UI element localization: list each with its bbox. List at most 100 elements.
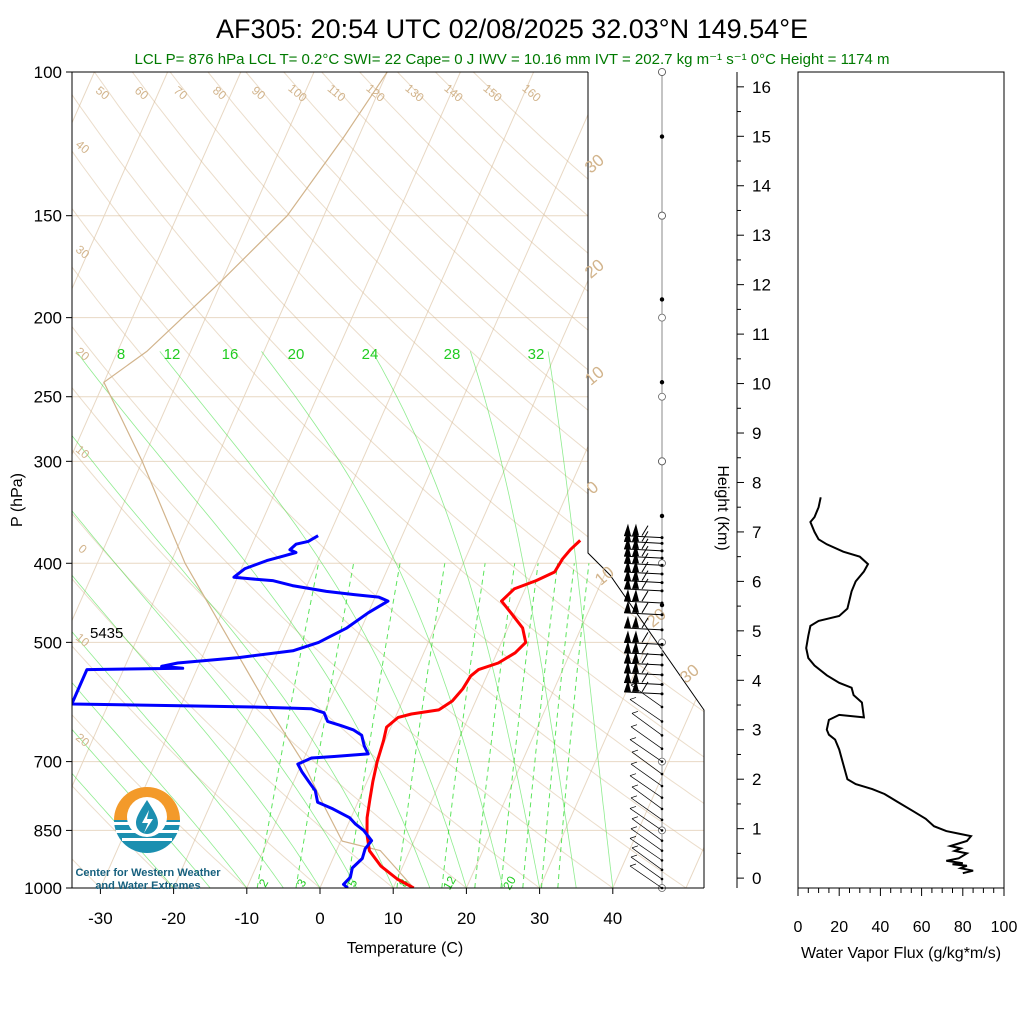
height-tick-label: 0	[752, 869, 761, 888]
barb-end-dot	[660, 549, 664, 553]
wind-barb-feather	[629, 737, 637, 740]
flux-line	[805, 497, 974, 875]
barb-end-dot	[660, 642, 664, 646]
flux-x-tick-label: 80	[954, 919, 972, 936]
barb-end-dot	[660, 734, 664, 737]
height-tick-label: 16	[752, 78, 771, 97]
wind-barb-flag	[632, 551, 639, 564]
wind-barb-feather	[629, 697, 637, 700]
wind-barb-feather	[641, 642, 649, 654]
x-tick-label: 40	[603, 909, 622, 928]
barb-end-dot	[660, 705, 664, 709]
height-tick-label: 11	[752, 325, 770, 344]
wind-barb-feather	[641, 578, 649, 590]
barb-end-dot	[660, 563, 664, 567]
wind-barb-staff	[623, 612, 663, 616]
moist-adiabat	[72, 574, 321, 888]
y-tick-label: 250	[34, 388, 62, 407]
wind-barb-staff	[630, 828, 663, 851]
wind-barb-staff	[629, 739, 663, 762]
barb-end-dot	[660, 663, 664, 667]
x-tick-label: -10	[235, 909, 260, 928]
height-tick-label: 4	[752, 671, 761, 690]
wind-barb-staff	[623, 672, 663, 676]
barb-level-circle	[658, 457, 666, 466]
mixing-ratio-label: 8	[117, 346, 125, 363]
plot-mask	[587, 68, 708, 888]
adiabat-label: 160	[519, 81, 544, 105]
wind-barb-flag	[632, 523, 639, 536]
wind-barb-staff	[629, 865, 663, 889]
wind-barb-feather	[630, 761, 638, 765]
mixing-ratio-label: 2	[256, 876, 272, 889]
dry-adiabat	[472, 72, 704, 277]
y-tick-label: 850	[34, 821, 62, 840]
temperature-profile	[365, 539, 582, 888]
wind-barb-staff	[631, 818, 663, 841]
profiles	[72, 534, 582, 888]
wind-barb-flag	[624, 660, 631, 673]
wind-barb-flag	[632, 589, 639, 602]
y-tick-label: 200	[34, 309, 62, 328]
mixing-ratio-label: 12	[164, 346, 181, 363]
adiabat-edge-label: 0	[76, 541, 90, 556]
barb-level-circle	[658, 313, 666, 322]
wind-barb-staff	[629, 838, 663, 861]
wind-barb-flag	[624, 568, 631, 581]
wind-barb-flag	[632, 660, 639, 673]
mixing-ratio-label: 28	[444, 346, 461, 363]
barb-end-dot	[660, 556, 664, 560]
barb-end-dot	[660, 772, 664, 776]
isotherm-line	[72, 72, 169, 290]
wind-barb-staff	[623, 627, 663, 631]
dry-adiabat	[93, 72, 704, 669]
moist-adiabat	[72, 434, 394, 888]
barb-end-dot	[660, 868, 664, 872]
barb-level-circle	[658, 392, 666, 401]
barb-end-dot	[660, 613, 664, 617]
barb-station-dot	[659, 134, 665, 139]
wind-barb-staff	[629, 808, 663, 831]
isotherm-line	[612, 680, 704, 888]
isotherm-line	[72, 72, 315, 622]
wind-barb-flag	[624, 523, 631, 536]
wind-barb-staff	[630, 726, 663, 749]
logo-text-line1: Center for Western Weather	[75, 867, 221, 879]
y-tick-label: 700	[34, 753, 62, 772]
moist-adiabat	[72, 728, 211, 888]
barb-end-dot	[660, 692, 664, 696]
parcel-path	[103, 72, 415, 888]
mixing-ratio-line	[522, 563, 559, 888]
mixing-ratio-line	[474, 563, 516, 888]
wind-barb-flag	[624, 670, 631, 683]
wind-barb-flag	[624, 679, 631, 692]
height-tick-label: 6	[752, 572, 761, 591]
mixing-ratio-label: 20	[500, 873, 519, 892]
skewt-background-grid	[72, 72, 704, 888]
wind-barb-feather	[629, 806, 637, 809]
adiabat-label: 90	[249, 83, 268, 103]
moist-adiabat	[470, 351, 577, 888]
mixing-ratio-line	[256, 563, 319, 888]
y-tick-label: 150	[34, 207, 62, 226]
x-tick-label: -30	[88, 909, 113, 928]
wind-barb-flag	[632, 568, 639, 581]
dry-adiabat	[72, 150, 704, 758]
height-tick-label: 10	[752, 375, 771, 394]
height-tick-label: 9	[752, 424, 761, 443]
barb-end-dot	[660, 541, 664, 545]
mixing-ratio-line	[396, 563, 446, 888]
height-tick-label: 13	[752, 226, 771, 245]
dry-adiabat	[72, 785, 175, 888]
barb-end-dot	[660, 720, 664, 723]
adiabat-label: 60	[132, 83, 151, 103]
wind-barb-staff	[623, 600, 663, 604]
wind-barb-staff	[631, 751, 663, 775]
y-tick-label: 500	[34, 633, 62, 652]
flux-x-tick-label: 60	[913, 919, 931, 936]
wind-barb-flag	[624, 600, 631, 613]
barb-end-dot	[660, 581, 664, 585]
